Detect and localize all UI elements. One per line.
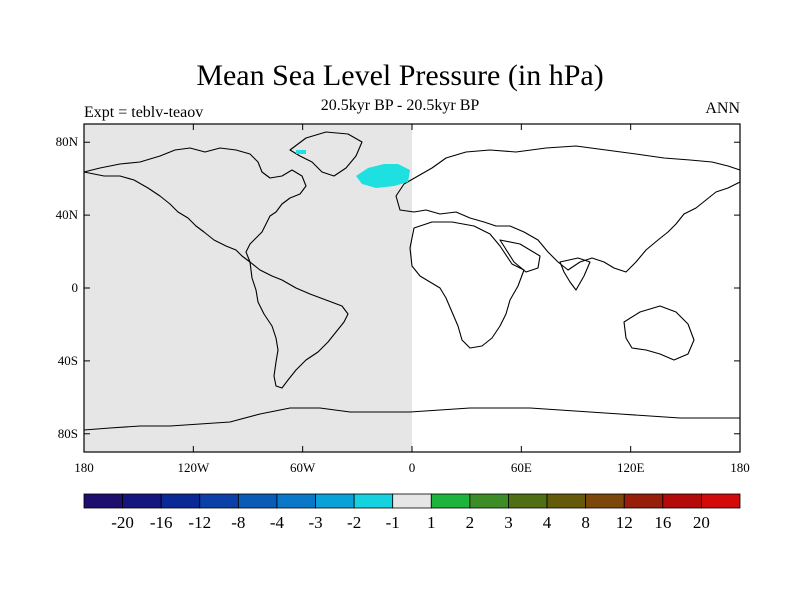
x-tick-label: 120W	[177, 460, 210, 475]
coastline-antarctica	[83, 407, 740, 431]
coastline-africa	[409, 221, 525, 349]
colorbar-label: 4	[543, 513, 552, 532]
coastline-arabia	[499, 239, 541, 273]
colorbar-swatch	[276, 493, 316, 509]
coastline-india	[559, 257, 591, 291]
colorbar-swatch	[83, 493, 123, 509]
colorbar-swatch	[508, 493, 548, 509]
x-tick-label: 60E	[511, 460, 532, 475]
coastline-australia	[623, 305, 695, 361]
colorbar-label: -20	[111, 513, 134, 532]
x-tick-label: 0	[409, 460, 416, 475]
colorbar-swatch	[122, 493, 162, 509]
colorbar-swatch	[315, 493, 355, 509]
y-axis: 80N 40N 0 40S 80S	[56, 134, 740, 441]
colorbar-label: -1	[386, 513, 400, 532]
coastline-eurasia	[395, 145, 741, 273]
colorbar-swatch	[585, 493, 625, 509]
colorbar-label: 3	[504, 513, 513, 532]
y-tick-label: 80S	[58, 426, 78, 441]
colorbar-label: -4	[270, 513, 285, 532]
coastline-greenland	[289, 131, 363, 177]
x-tick-label: 180	[74, 460, 94, 475]
colorbar-label: 8	[581, 513, 590, 532]
season-label: ANN	[705, 100, 740, 117]
plot-title: Mean Sea Level Pressure (in hPa)	[196, 59, 604, 92]
colorbar-label: 12	[616, 513, 633, 532]
y-tick-label: 80N	[56, 134, 79, 149]
colorbar-swatch	[701, 493, 741, 509]
colorbar-swatch	[237, 493, 278, 509]
x-tick-label: 180	[730, 460, 750, 475]
colorbar-swatch	[623, 493, 664, 509]
anomaly-region-small	[296, 150, 306, 154]
y-tick-label: 0	[72, 280, 79, 295]
colorbar-label: -2	[347, 513, 361, 532]
colorbar-label: 2	[466, 513, 475, 532]
y-tick-label: 40N	[56, 207, 79, 222]
y-tick-label: 40S	[58, 353, 78, 368]
colorbar: -20 -16 -12 -8 -4 -3 -2 -1 1 2 3 4 8 12 16 20	[83, 493, 741, 532]
x-axis: 180 120W 60W 0 60E 120E 180	[74, 124, 750, 475]
plot-subtitle: 20.5kyr BP - 20.5kyr BP	[320, 97, 480, 114]
colorbar-swatch	[546, 493, 587, 509]
colorbar-label: 20	[693, 513, 710, 532]
x-tick-label: 60W	[290, 460, 316, 475]
colorbar-swatch	[469, 493, 509, 509]
colorbar-swatch	[160, 493, 201, 509]
colorbar-swatch	[199, 493, 239, 509]
colorbar-swatch	[430, 493, 471, 509]
colorbar-swatch	[662, 493, 702, 509]
colorbar-swatch	[392, 493, 432, 509]
eastern-hemisphere-background	[412, 124, 740, 452]
coastline-south-america	[249, 261, 349, 389]
colorbar-label: 16	[654, 513, 671, 532]
x-tick-label: 120E	[617, 460, 645, 475]
colorbar-swatch	[353, 493, 394, 509]
colorbar-label: -12	[188, 513, 211, 532]
western-hemisphere-shading	[84, 124, 412, 452]
anomaly-region	[356, 164, 410, 188]
colorbar-label: -3	[308, 513, 322, 532]
colorbar-label: 1	[427, 513, 436, 532]
coastlines	[83, 131, 741, 431]
coastline-north-america	[83, 147, 307, 263]
colorbar-label: -8	[231, 513, 245, 532]
experiment-label: Expt = teblv-teaov	[84, 104, 204, 121]
colorbar-label: -16	[150, 513, 173, 532]
